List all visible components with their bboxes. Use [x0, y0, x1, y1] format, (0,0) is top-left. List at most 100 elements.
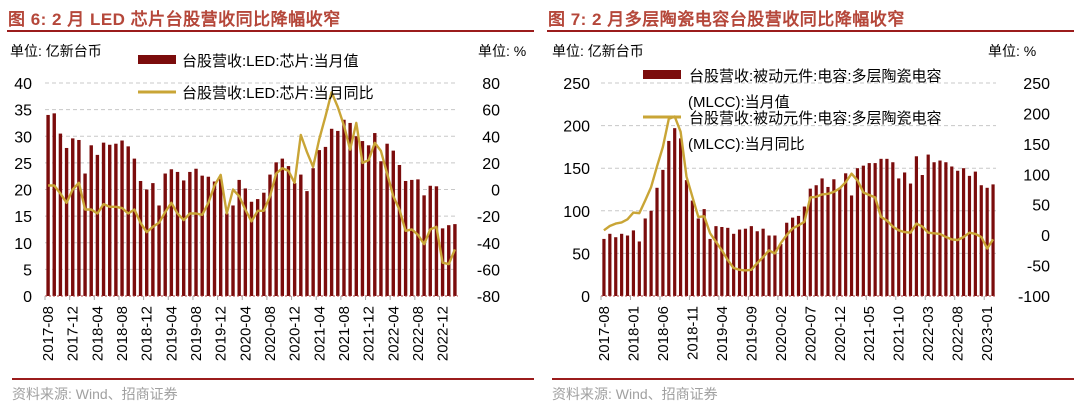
bar — [157, 205, 161, 296]
legend-label: (MLCC):当月值 — [688, 94, 790, 111]
bar — [849, 195, 854, 296]
chart-panel-led: 图 6: 2 月 LED 芯片台股营收同比降幅收窄 单位: 亿新台币 单位: % 0… — [7, 10, 534, 402]
right-axis-tick-label: 80 — [482, 76, 500, 93]
bar — [702, 209, 706, 296]
bar — [791, 217, 795, 296]
bar — [779, 244, 783, 296]
bar — [743, 228, 748, 296]
x-tick-label: 2018-12 — [139, 306, 156, 361]
x-tick-label: 2022-08 — [410, 306, 427, 361]
bar — [908, 183, 913, 296]
bar — [163, 173, 167, 296]
x-tick-label: 2019-04 — [163, 306, 180, 361]
bar — [950, 166, 954, 296]
x-tick-label: 2022-12 — [435, 306, 452, 361]
bar — [379, 161, 383, 296]
bar — [132, 158, 137, 296]
left-axis-tick-label: 150 — [563, 161, 590, 178]
bar — [678, 138, 683, 296]
bar — [838, 187, 842, 296]
bar — [867, 163, 871, 296]
bar — [274, 162, 278, 296]
x-tick-label: 2021-08 — [336, 306, 353, 361]
footer-divider — [12, 378, 534, 380]
right-axis-unit: 单位: % — [478, 43, 526, 59]
left-axis-tick-label: 35 — [14, 103, 32, 120]
left-axis-tick-label: 40 — [14, 76, 32, 93]
left-axis-tick-label: 15 — [14, 209, 32, 226]
bar — [200, 175, 204, 296]
bar — [373, 133, 377, 296]
x-tick-label: 2020-08 — [262, 306, 279, 361]
bar — [46, 114, 50, 296]
bar — [249, 201, 254, 296]
bar — [194, 168, 198, 296]
bar — [985, 187, 989, 296]
bar — [268, 174, 272, 296]
bar — [814, 185, 818, 296]
x-tick-label: 2017-12 — [65, 306, 82, 361]
x-tick-label: 2018-08 — [114, 306, 131, 361]
bar — [416, 179, 420, 296]
x-tick-label: 2019-08 — [188, 306, 205, 361]
bar — [71, 138, 75, 296]
x-tick-label: 2019-04 — [714, 306, 731, 361]
bar — [820, 178, 824, 296]
bar — [181, 180, 186, 296]
right-axis-tick-label: 100 — [1023, 167, 1050, 184]
footer-divider — [552, 378, 1074, 380]
legend-label: 台股营收:被动元件:电容:多层陶瓷电容 — [689, 68, 942, 85]
right-axis-tick-label: 0 — [491, 183, 500, 200]
bar — [667, 140, 671, 296]
bar — [89, 145, 93, 296]
bar — [58, 133, 63, 296]
bar — [773, 235, 777, 296]
left-axis-tick-label: 20 — [14, 183, 32, 200]
bar — [188, 171, 192, 296]
x-tick-label: 2021-04 — [311, 306, 328, 361]
bar — [897, 178, 901, 296]
bar — [311, 168, 315, 296]
bar — [231, 205, 235, 296]
bar — [661, 169, 665, 296]
bar — [120, 140, 124, 296]
bar — [305, 191, 309, 296]
bar — [52, 113, 56, 296]
bar — [64, 147, 69, 296]
bar — [649, 210, 653, 296]
bar — [861, 165, 865, 296]
x-tick-label: 2022-08 — [950, 306, 967, 361]
x-tick-label: 2018-06 — [655, 306, 672, 361]
bar — [212, 181, 217, 296]
bar — [218, 178, 223, 296]
bar — [453, 224, 457, 296]
bar — [620, 233, 624, 296]
bar — [77, 139, 81, 296]
x-tick-label: 2020-07 — [802, 306, 819, 361]
bar — [243, 188, 248, 296]
right-axis-tick-label: 60 — [482, 103, 500, 120]
bar — [932, 162, 936, 296]
left-axis-tick-label: 10 — [14, 236, 32, 253]
right-axis-tick-label: -60 — [477, 262, 500, 279]
bar — [920, 175, 924, 296]
bar — [169, 169, 174, 296]
bar — [956, 170, 960, 296]
legend-label: 台股营收:LED:芯片:当月值 — [182, 53, 359, 70]
source-note: 资料来源: Wind、招商证券 — [552, 386, 718, 402]
bar — [292, 183, 297, 296]
bar — [961, 168, 966, 296]
bar — [643, 218, 647, 296]
bar — [329, 128, 334, 296]
bar — [938, 160, 942, 296]
left-axis-tick-label: 0 — [581, 289, 590, 306]
left-axis-tick-label: 250 — [563, 76, 590, 93]
bar — [95, 154, 100, 296]
x-tick-label: 2021-05 — [861, 306, 878, 361]
bar — [286, 166, 291, 296]
bar — [145, 189, 149, 296]
left-axis-tick-label: 30 — [14, 129, 32, 146]
x-tick-label: 2019-09 — [743, 306, 760, 361]
bar — [696, 218, 700, 296]
bar — [826, 186, 830, 296]
